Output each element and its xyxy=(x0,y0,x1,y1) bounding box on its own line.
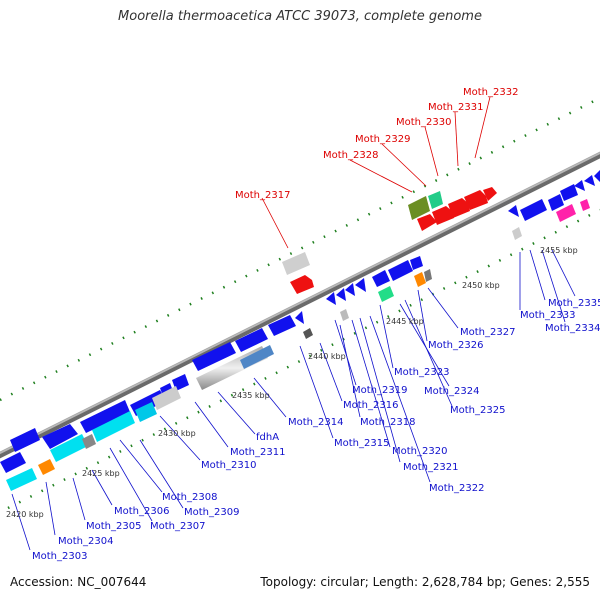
gene-block[interactable] xyxy=(548,194,564,211)
lower-track-genes xyxy=(6,199,590,491)
gene-cyan[interactable] xyxy=(6,468,37,491)
genome-title: Moorella thermoacetica ATCC 39073, compl… xyxy=(118,9,482,24)
scale-label: 2440 kbp xyxy=(308,352,346,361)
gene-block[interactable] xyxy=(584,175,595,186)
gene-label[interactable]: Moth_2315 xyxy=(334,438,389,449)
forward-gene-labels: Moth_2317 Moth_2328 Moth_2329 Moth_2330 … xyxy=(235,87,518,201)
gene-moth-2332c[interactable] xyxy=(483,187,497,201)
gene-cyan[interactable] xyxy=(50,434,88,462)
gene-magenta-small[interactable] xyxy=(580,199,590,211)
reverse-gene-labels: Moth_2303 Moth_2304 Moth_2305 Moth_2306 … xyxy=(32,298,600,562)
gene-block[interactable] xyxy=(235,328,268,352)
label-leaders xyxy=(11,96,576,551)
scale-label: 2425 kbp xyxy=(82,469,120,478)
gene-block[interactable] xyxy=(372,270,390,287)
gene-label[interactable]: Moth_2324 xyxy=(424,386,479,397)
gene-label[interactable]: Moth_2335 xyxy=(548,298,600,309)
gene-moth-2330[interactable] xyxy=(417,214,437,231)
scale-label: 2435 kbp xyxy=(232,391,270,400)
gene-block[interactable] xyxy=(388,260,413,281)
scale-label: 2445 kbp xyxy=(386,317,424,326)
gene-block[interactable] xyxy=(336,288,346,301)
accession-label: Accession: NC_007644 xyxy=(10,575,147,589)
gene-moth-2317-arrow[interactable] xyxy=(290,275,314,294)
gene-steelblue[interactable] xyxy=(240,345,274,369)
gene-block[interactable] xyxy=(10,428,40,452)
gene-label[interactable]: Moth_2333 xyxy=(520,310,575,321)
gene-label[interactable]: Moth_2311 xyxy=(230,447,285,458)
gene-label[interactable]: Moth_2327 xyxy=(460,327,515,338)
gene-block[interactable] xyxy=(345,283,355,296)
gene-block[interactable] xyxy=(594,170,600,182)
gene-label[interactable]: Moth_2316 xyxy=(343,400,398,411)
genome-stats: Topology: circular; Length: 2,628,784 bp… xyxy=(260,575,590,589)
gene-label[interactable]: Moth_2306 xyxy=(114,506,169,517)
reverse-strand-genes xyxy=(0,170,600,473)
gene-moth-2331[interactable] xyxy=(432,206,454,225)
gene-label[interactable]: Moth_2321 xyxy=(403,462,458,473)
gene-orange[interactable] xyxy=(38,459,55,475)
gene-label[interactable]: Moth_2317 xyxy=(235,190,290,201)
gene-block[interactable] xyxy=(42,424,78,449)
gene-block[interactable] xyxy=(80,400,130,433)
gene-label[interactable]: Moth_2332 xyxy=(463,87,518,98)
gene-block[interactable] xyxy=(410,256,423,270)
gene-cyan[interactable] xyxy=(135,402,157,422)
gene-block[interactable] xyxy=(520,199,547,221)
gene-label[interactable]: Moth_2323 xyxy=(394,367,449,378)
genome-backbone xyxy=(0,151,600,459)
gene-block[interactable] xyxy=(508,205,519,217)
gene-label[interactable]: Moth_2322 xyxy=(429,483,484,494)
gene-block[interactable] xyxy=(295,311,304,324)
scale-labels: 2420 kbp 2425 kbp 2430 kbp 2435 kbp 2440… xyxy=(6,246,578,519)
gene-label[interactable]: Moth_2309 xyxy=(184,507,239,518)
gene-label[interactable]: Moth_2304 xyxy=(58,536,113,547)
scale-label: 2420 kbp xyxy=(6,510,44,519)
gene-block[interactable] xyxy=(192,342,236,371)
gene-label[interactable]: Moth_2330 xyxy=(396,117,451,128)
gene-label[interactable]: Moth_2334 xyxy=(545,323,600,334)
gene-label[interactable]: Moth_2329 xyxy=(355,134,410,145)
gene-block[interactable] xyxy=(268,315,296,336)
gene-gray[interactable] xyxy=(424,269,432,282)
gene-lightgray-small[interactable] xyxy=(340,309,349,321)
gene-moth-2332b[interactable] xyxy=(464,190,488,210)
gene-label[interactable]: Moth_2320 xyxy=(392,446,447,457)
gene-label[interactable]: Moth_2307 xyxy=(150,521,205,532)
gene-orange[interactable] xyxy=(414,272,426,287)
gene-label[interactable]: Moth_2318 xyxy=(360,417,415,428)
gene-darkgray[interactable] xyxy=(303,328,313,339)
scale-label: 2430 kbp xyxy=(158,429,196,438)
gene-lightgray-small[interactable] xyxy=(512,227,522,240)
gene-cyan[interactable] xyxy=(92,411,135,442)
gene-moth-2328[interactable] xyxy=(408,196,430,220)
gene-label[interactable]: fdhA xyxy=(256,432,279,443)
gene-block[interactable] xyxy=(560,184,578,201)
gene-label[interactable]: Moth_2328 xyxy=(323,150,378,161)
gene-block[interactable] xyxy=(574,180,585,191)
gene-green[interactable] xyxy=(378,286,394,302)
gene-label[interactable]: Moth_2310 xyxy=(201,460,256,471)
gene-lightgray[interactable] xyxy=(152,386,181,410)
gene-moth-2329[interactable] xyxy=(428,191,443,209)
gene-label[interactable]: Moth_2331 xyxy=(428,102,483,113)
gene-moth-2317-bar[interactable] xyxy=(282,252,310,275)
gene-magenta[interactable] xyxy=(556,204,576,222)
gene-label[interactable]: Moth_2325 xyxy=(450,405,505,416)
forward-strand-genes xyxy=(282,187,497,294)
gene-label[interactable]: Moth_2319 xyxy=(352,385,407,396)
gene-block[interactable] xyxy=(0,452,26,473)
gene-label[interactable]: Moth_2303 xyxy=(32,551,87,562)
gene-label[interactable]: Moth_2326 xyxy=(428,340,483,351)
scale-label: 2450 kbp xyxy=(462,281,500,290)
gene-block[interactable] xyxy=(355,278,366,292)
gene-moth-2332a[interactable] xyxy=(448,198,470,218)
gene-label[interactable]: Moth_2314 xyxy=(288,417,343,428)
gene-label[interactable]: Moth_2308 xyxy=(162,492,217,503)
gene-block[interactable] xyxy=(326,292,336,305)
gene-gray[interactable] xyxy=(82,434,96,449)
gene-label[interactable]: Moth_2305 xyxy=(86,521,141,532)
scale-label: 2455 kbp xyxy=(540,246,578,255)
